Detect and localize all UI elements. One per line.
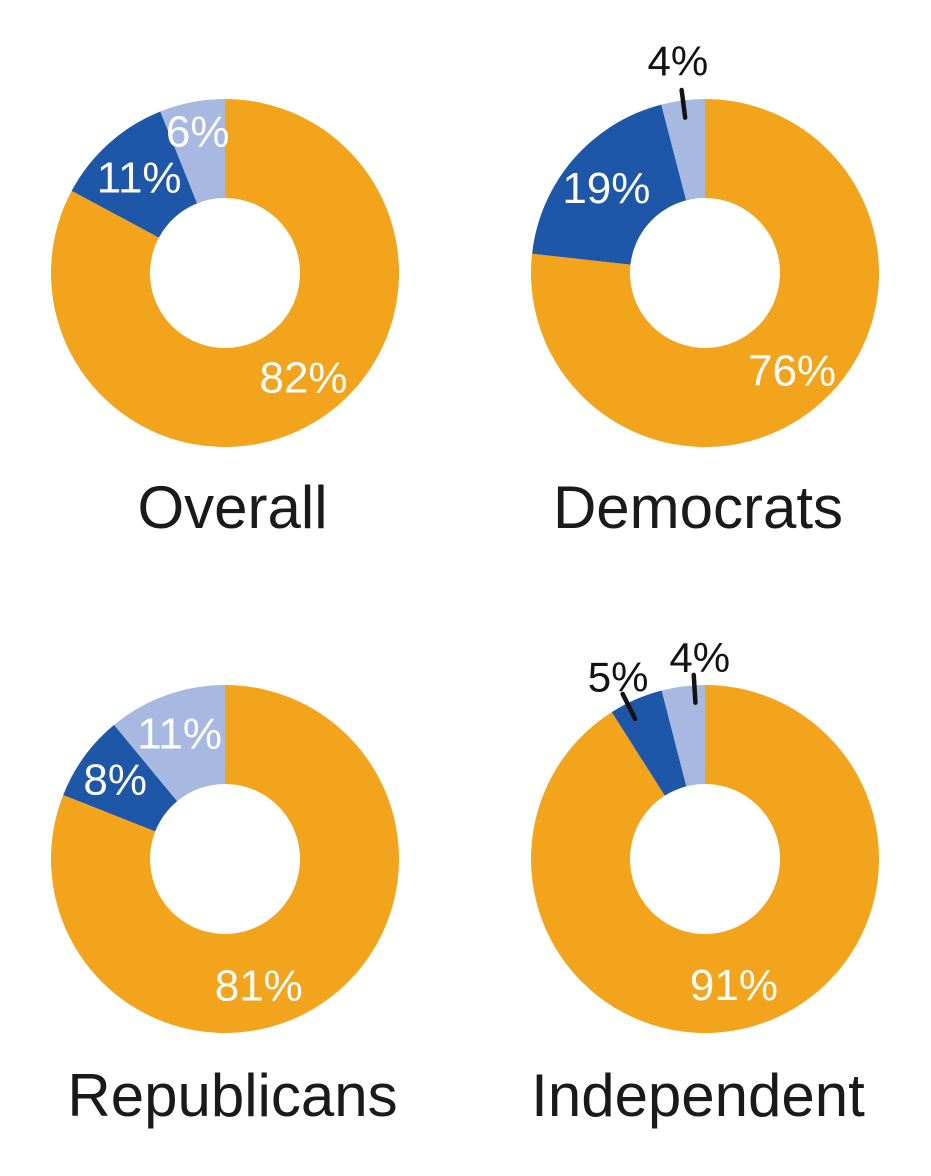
pie-slice <box>50 685 400 1033</box>
pie-slice <box>71 111 198 238</box>
pie-slice <box>611 690 687 796</box>
donut-chart-overall: 82% 11% 6% Overall <box>0 0 465 588</box>
slice-label: 81% <box>215 961 303 1010</box>
slice-label: 8% <box>83 756 147 805</box>
donut-independent-svg: 91% 5% 4% <box>531 634 879 1033</box>
slice-label: 91% <box>690 961 778 1010</box>
pie-slice <box>661 99 705 201</box>
leader-line <box>679 87 688 120</box>
slice-label: 5% <box>588 654 649 701</box>
leader-line <box>691 672 698 705</box>
slice-label: 11% <box>137 709 222 758</box>
donut-overall-svg: 82% 11%6% <box>50 99 400 447</box>
pie-slice <box>50 99 400 447</box>
pie-slice <box>531 685 879 1033</box>
slice-label: 11% <box>97 153 182 202</box>
donut-republicans-svg: 81% 8%11% <box>50 685 400 1033</box>
pie-slice <box>63 724 178 832</box>
donut-chart-democrats: 76% 19% 4% Democrats <box>465 0 931 588</box>
slice-label: 4% <box>648 37 709 84</box>
donut-chart-republicans: 81% 8% 11% Republicans <box>0 588 465 1176</box>
slice-label: 76% <box>748 347 836 396</box>
slice-label: 82% <box>259 354 347 403</box>
donut-chart-independent: 91% 5% 4% Independent <box>465 588 931 1176</box>
pie-slice <box>532 104 687 265</box>
slice-label: 6% <box>166 108 230 157</box>
pie-slice <box>531 99 879 447</box>
pie-slice <box>661 685 705 787</box>
pie-slice <box>160 99 225 204</box>
leader-line <box>620 691 638 722</box>
pie-slice <box>114 685 225 802</box>
slice-label: 19% <box>562 164 650 213</box>
donut-democrats-svg: 76% 19% 4% <box>531 37 879 447</box>
slice-label: 4% <box>669 634 730 681</box>
